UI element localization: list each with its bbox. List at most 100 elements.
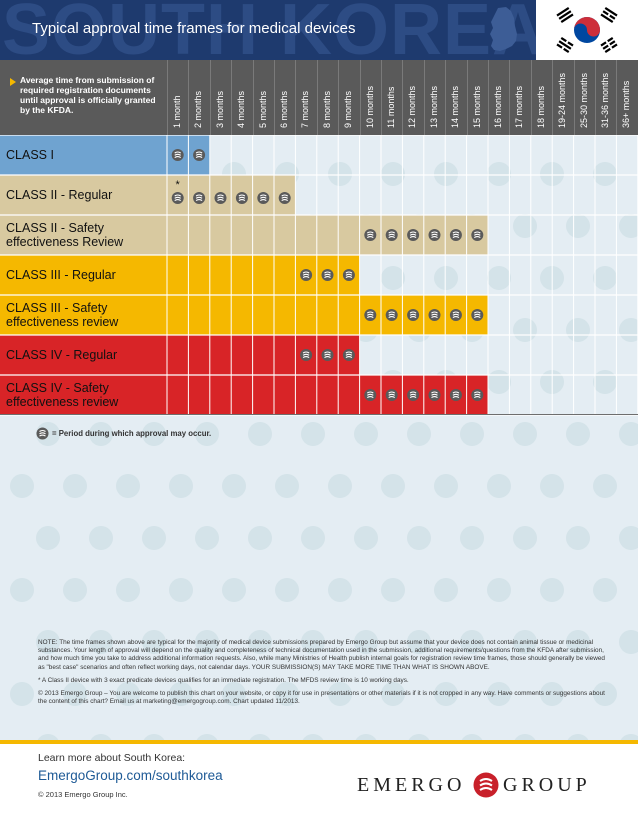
row-label: CLASS I [6,148,54,162]
watermark-logo-icon [328,474,352,498]
column-divider [616,60,618,135]
watermark-logo-icon [566,422,590,446]
watermark-logo-icon [169,682,193,706]
column-divider [209,60,211,135]
row-label-cell [0,295,167,335]
approval-period-marker [364,229,377,241]
approval-period-marker [407,229,420,241]
approval-period-marker [428,389,441,401]
watermark-logo-icon [222,682,246,706]
column-label: 14 months [450,85,461,128]
watermark-logo-icon [222,474,246,498]
approval-period-marker [321,269,334,281]
watermark-logo-icon [143,734,165,740]
column-divider [552,60,554,135]
column-label: 10 months [364,85,375,128]
asterisk-note: * A Class II device with 3 exact predica… [38,676,409,684]
watermark-logo-icon [222,578,246,602]
watermark-logo-icon [619,214,638,238]
watermark-logo-icon [196,734,218,740]
watermark-logo-icon [248,422,272,446]
watermark-logo-icon [195,422,219,446]
column-label: 13 months [428,85,439,128]
column-label: 31-36 months [600,72,610,128]
arrow-icon [10,78,16,86]
watermark-logo-icon [142,526,166,550]
watermark-logo-icon [620,734,638,740]
watermark-logo-icon [36,526,60,550]
watermark-logo-icon [513,422,537,446]
column-label: 16 months [493,85,503,128]
row-label-cell [0,255,167,295]
approval-period-marker [385,389,398,401]
approval-period-marker [321,349,334,361]
watermark-logo-icon [381,162,405,186]
watermark-logo-icon [195,526,219,550]
learn-more-text: Learn more about South Korea: [38,752,186,764]
approval-period-marker [278,192,291,204]
page-title: Typical approval time frames for medical… [32,20,356,37]
footer-copyright: © 2013 Emergo Group Inc. [38,790,128,799]
column-divider [359,60,361,135]
approval-period-icon [36,427,49,440]
approval-period-marker [257,192,270,204]
watermark-logo-icon [116,474,140,498]
row-label: CLASS II - Regular [6,188,113,202]
row-label-cell [0,175,167,215]
watermark-logo-icon [275,474,299,498]
watermark-logo-icon [169,578,193,602]
watermark-logo-icon [434,578,458,602]
header-background-text: SOUTH KOREA [2,0,546,60]
emergo-logo-mark-icon [473,772,499,798]
watermark-logo-icon [89,630,113,654]
watermark-logo-icon [408,734,430,740]
emergo-group-logo: EMERGO GROUP [357,772,599,798]
disclaimer-note: NOTE: The time frames shown above are ty… [38,639,605,671]
south-korea-flag-icon [536,0,638,60]
column-divider [274,60,275,135]
watermark-logo-icon [354,422,378,446]
watermark-logo-icon [593,578,617,602]
column-divider [488,60,489,135]
column-label: 19-24 months [557,72,568,128]
row-label-cell [0,335,167,375]
watermark-logo-icon [434,162,458,186]
watermark-logo-icon [434,682,458,706]
watermark-logo-icon [619,422,638,446]
watermark-logo-icon [567,734,589,740]
watermark-logo-icon [10,578,34,602]
watermark-logo-icon [63,682,87,706]
watermark-logo-icon [248,630,272,654]
watermark-logo-icon [248,526,272,550]
watermark-logo-icon [249,734,271,740]
approval-period-marker [385,229,398,241]
approval-period-marker [193,149,206,161]
southkorea-link[interactable]: EmergoGroup.com/southkorea [38,768,223,783]
watermark-logo-icon [487,474,511,498]
column-divider [231,60,233,135]
watermark-logo-icon [460,526,484,550]
column-divider [466,60,468,135]
notes-section: NOTE: The time frames shown above are ty… [38,639,606,711]
approval-period-marker [449,229,462,241]
watermark-logo-icon [540,578,564,602]
column-label: 18 months [535,85,546,128]
approval-period-marker [364,389,377,401]
approval-period-marker [471,229,484,241]
approval-period-marker [193,192,206,204]
approval-period-marker [235,192,248,204]
watermark-logo-icon [566,214,590,238]
watermark-logo-icon [116,682,140,706]
column-label: 6 months [279,90,289,128]
watermark-logo-icon [381,474,405,498]
south-korea-map-icon [490,7,517,51]
watermark-logo-icon [593,370,617,394]
watermark-logo-icon [487,682,511,706]
watermark-logo-icon [460,630,484,654]
approval-timeline-table: * [0,135,638,416]
approval-period-marker [385,309,398,321]
row-label: CLASS II - Safety effectiveness Review [6,221,124,249]
watermark-logo-icon [328,578,352,602]
approval-period-marker [471,389,484,401]
watermark-logo-icon [90,734,112,740]
